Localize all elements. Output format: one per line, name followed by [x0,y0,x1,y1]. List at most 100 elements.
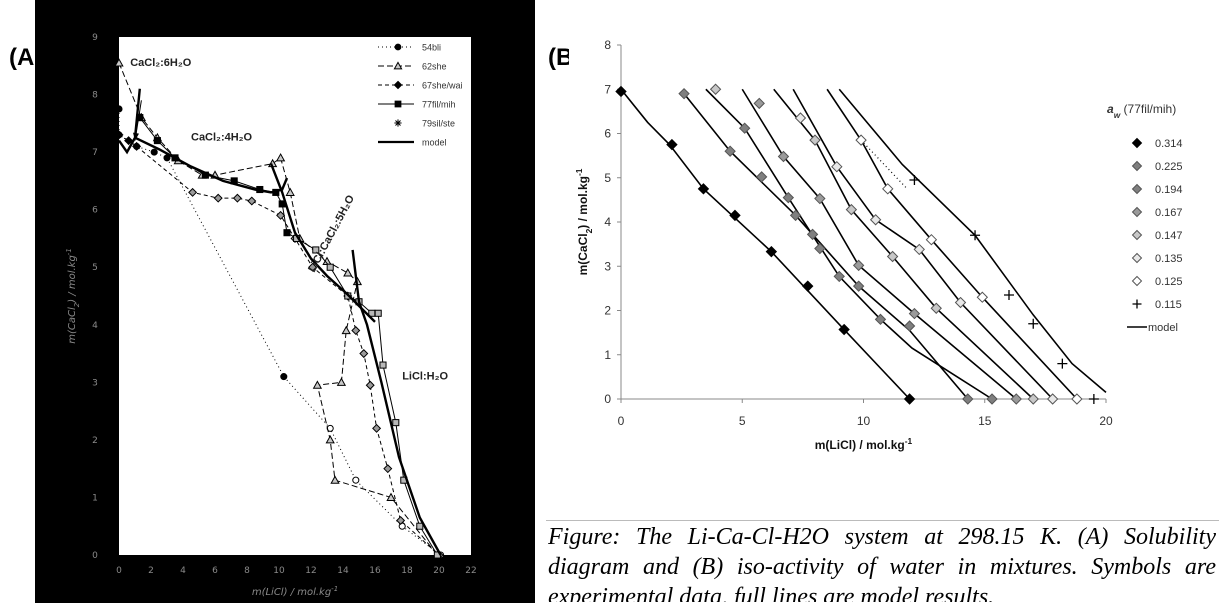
legend-label-67she/wai: 67she/wai [422,81,463,91]
phase-annotation: CaCl₂:6H₂O [130,57,192,69]
model-curve [269,163,376,323]
chart-b-legend: aw (77fil/mih) 0.314 0.225 0.194 0.167 0.147 0… [1107,102,1183,334]
phase-annotation: CaCl₂:4H₂O [191,132,253,144]
model-curve [118,88,141,155]
x-tick-label: 8 [244,566,250,576]
data-point-62she [275,153,286,162]
model-iso-line [741,88,1017,400]
chart-b: 0 1 2 3 4 5 6 7 8 0 5 10 15 20 m(LiCl) / mol.kg-1 m(CaC… [569,0,1219,520]
y-tick-label: 7 [92,148,98,158]
x-tick-label: 20 [1099,414,1113,428]
legend-marker-62she [393,61,403,70]
data-point-0.147 [709,83,722,95]
legend-marker-79sil/ste [394,119,402,127]
data-point-0.225 [724,145,736,157]
x-tick-label: 16 [369,566,381,576]
y-tick-label: 4 [92,321,98,331]
y-tick-label: 2 [604,304,611,318]
data-point-62she [330,475,340,484]
data-point-67she/wai [247,196,257,206]
annotation-arrowhead [133,132,139,141]
legend-marker-0.115 [1132,299,1142,309]
data-point-0.125 [1071,393,1083,405]
model-iso-line [683,93,969,400]
data-point-0.194 [874,313,887,326]
y-tick-label: 1 [92,493,98,503]
data-point-77fil/mih [392,419,400,427]
data-point-0.147 [1027,393,1039,405]
data-point-0.225 [755,171,768,183]
data-point-0.125 [882,183,894,195]
data-point-0.167 [852,259,865,272]
x-tick-label: 18 [401,566,413,576]
data-point-0.167 [1010,393,1022,405]
data-point-0.115 [909,174,920,185]
legend-label-0.147: 0.147 [1155,230,1183,242]
model-iso-line [838,88,1107,393]
chart-b-data [615,83,1107,405]
legend-label-0.135: 0.135 [1155,253,1183,265]
data-point-0.194 [782,191,795,204]
data-point-54bli [352,476,360,484]
data-point-0.194 [806,228,819,241]
y-tick-label: 1 [604,348,611,362]
x-tick-label: 10 [857,414,871,428]
data-point-0.115 [1004,290,1014,301]
data-point-67she/wai [359,349,369,359]
y-tick-label: 3 [604,259,611,273]
data-point-62she [285,187,295,196]
data-point-0.147 [809,134,821,146]
data-point-0.135 [954,296,967,309]
data-point-0.167 [814,192,826,205]
data-point-0.225 [852,280,865,292]
data-point-77fil/mih [416,522,424,530]
data-point-54bli [115,105,123,113]
legend-label-0.167: 0.167 [1155,207,1183,219]
data-point-0.125 [855,134,867,146]
y-tick-label: 8 [604,38,611,52]
legend-label-0.225: 0.225 [1155,161,1183,173]
chart-a-data [114,58,445,560]
legend-box [370,38,465,168]
data-point-67she/wai [124,136,134,146]
legend-marker-0.225 [1131,160,1143,172]
data-point-77fil/mih [374,309,382,317]
data-point-77fil/mih [283,229,291,237]
data-point-77fil/mih [312,246,320,254]
x-tick-label: 5 [739,414,746,428]
y-tick-label: 5 [92,263,98,273]
data-point-0.147 [845,203,858,216]
x-tick-label: 15 [978,414,992,428]
legend-marker-0.125 [1131,275,1143,287]
model-iso-line [792,88,1054,400]
legend-label-model: model [422,138,447,148]
data-point-0.115 [1028,318,1039,329]
y-axis-title: m(CaCl2) / mol.kg-1 [65,248,81,344]
data-point-67she/wai [351,326,361,336]
legend-marker-0.135 [1131,252,1143,264]
caption-divider [546,520,1219,521]
panel-a-label: (A [9,44,35,71]
x-tick-label: 20 [433,566,445,576]
legend-marker-0.194 [1131,183,1143,195]
data-point-62she [343,268,353,277]
data-point-67she/wai [232,193,242,203]
y-tick-label: 8 [92,91,98,101]
data-point-62she [312,380,323,389]
data-point-67she/wai [132,141,142,151]
legend-label-0.194: 0.194 [1155,184,1183,196]
x-tick-label: 0 [116,566,122,576]
x-tick-label: 4 [180,566,186,576]
figure-caption: Figure: The Li-Ca-Cl-H2O system at 298.1… [548,524,1216,602]
data-point-62she [341,325,351,335]
y-axis-title: m(CaCl2) / mol.kg-1 [574,168,594,275]
data-point-67she/wai [365,380,375,390]
data-point-0.314 [615,85,627,98]
data-point-0.125 [925,233,938,246]
x-tick-label: 12 [305,566,316,576]
data-point-0.135 [869,214,882,226]
data-point-0.147 [930,302,942,314]
legend-label-0.115: 0.115 [1155,299,1182,311]
data-point-0.314 [838,323,850,336]
legend-label-77fil/mih: 77fil/mih [422,100,456,110]
